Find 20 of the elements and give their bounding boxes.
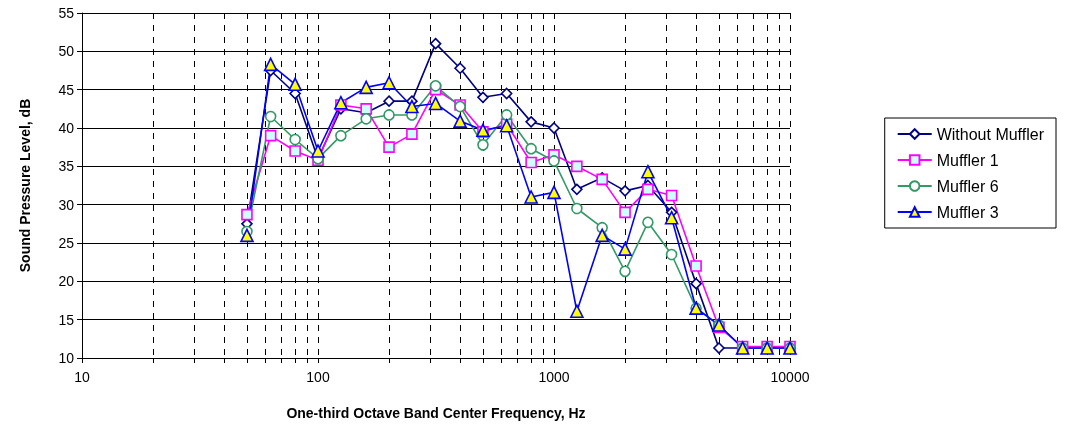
legend-label: Muffler 3 (936, 203, 999, 221)
x-tick-label: 1000 (538, 369, 570, 385)
y-tick-label: 40 (58, 120, 75, 136)
x-tick-label: 10000 (770, 369, 810, 385)
legend-label: Muffler 1 (936, 151, 999, 169)
x-tick-label: 100 (306, 369, 330, 385)
y-tick-label: 30 (58, 196, 75, 213)
y-tick-label: 45 (58, 81, 75, 98)
y-tick-label: 35 (58, 158, 75, 175)
legend-label: Without Muffler (936, 125, 1045, 143)
x-axis-title: One-third Octave Band Center Frequency, Hz (286, 405, 586, 421)
y-tick-label: 15 (58, 311, 75, 328)
x-tick-label: 10 (74, 369, 90, 385)
y-tick-label: 55 (58, 5, 75, 21)
legend-label: Muffler 6 (936, 177, 999, 195)
y-tick-label: 20 (58, 273, 75, 290)
y-tick-label: 25 (58, 235, 75, 251)
y-tick-label: 10 (58, 350, 75, 366)
y-axis-title: Sound Pressure Level, dB (17, 98, 33, 273)
y-tick-label: 50 (58, 43, 75, 60)
